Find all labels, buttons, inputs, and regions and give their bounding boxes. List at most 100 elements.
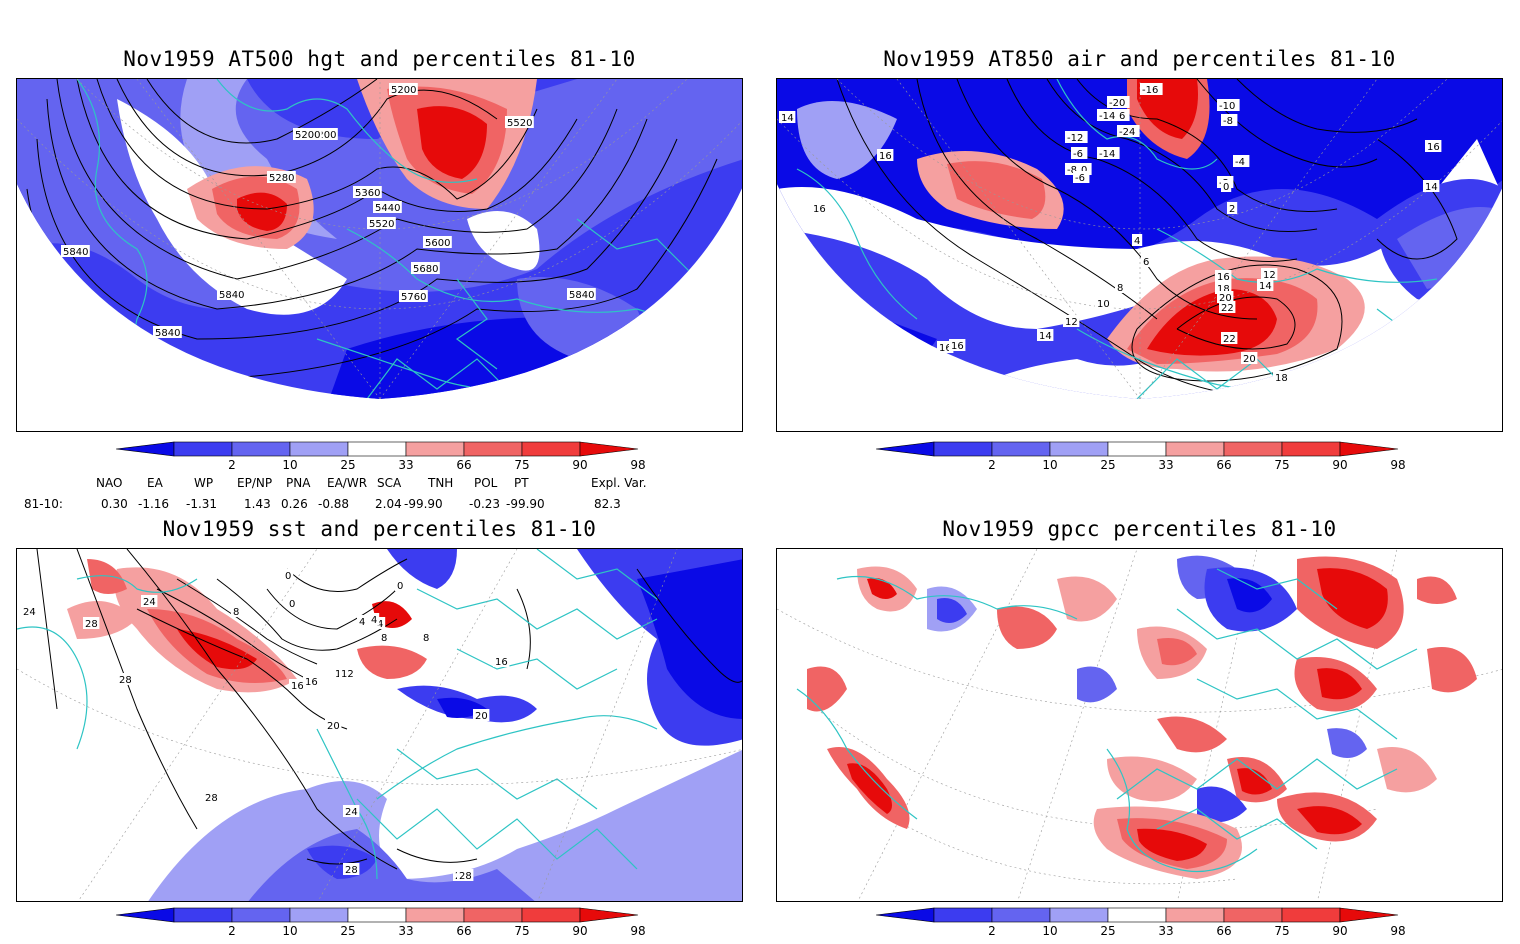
colorbar-swatch bbox=[1049, 907, 1109, 923]
contour-label-bg bbox=[457, 869, 474, 881]
contour-label: 22 bbox=[1221, 303, 1234, 314]
contour-label-bg bbox=[1221, 332, 1238, 344]
contour-label-bg bbox=[117, 673, 134, 685]
colorbar-swatch bbox=[463, 441, 523, 457]
contour-label-bg bbox=[1107, 96, 1130, 108]
contour-label: 5200 bbox=[311, 130, 336, 141]
index-value: 82.3 bbox=[594, 497, 621, 511]
contour-label-bg bbox=[1227, 202, 1238, 214]
contour-label: 20 bbox=[327, 721, 340, 732]
hgt-map-panel: 5200 5200 5520 5200 5280 5360 5440 5520 5600 5680… bbox=[16, 78, 743, 432]
contour-label: 10 bbox=[1097, 299, 1110, 310]
contour-label: 4 bbox=[371, 615, 377, 626]
contour-label-bg bbox=[567, 288, 596, 300]
colorbar-swatch bbox=[405, 907, 465, 923]
index-value: -99.90 bbox=[506, 497, 545, 511]
contour-label: 20 bbox=[475, 711, 488, 722]
contour-label-bg bbox=[343, 805, 360, 817]
contour-label: 20 bbox=[1243, 354, 1256, 365]
sst-panel-title: Nov1959 sst and percentiles 81-10 bbox=[162, 517, 597, 541]
colorbar-tick-label: 2 bbox=[228, 924, 236, 938]
contour-label-bg bbox=[61, 245, 90, 257]
index-header: WP bbox=[194, 476, 214, 490]
contour-label-bg bbox=[1117, 125, 1140, 137]
contour-label-bg bbox=[287, 597, 298, 609]
colorbar-swatch bbox=[521, 441, 581, 457]
contour-label-bg bbox=[373, 201, 402, 213]
colorbar-tick-label: 66 bbox=[1216, 924, 1231, 938]
contour-label-bg bbox=[1097, 147, 1120, 159]
contour-label: 5760 bbox=[401, 292, 426, 303]
contour-label-bg bbox=[811, 202, 828, 214]
colorbar-swatch bbox=[1281, 441, 1341, 457]
contour-label: 16 bbox=[879, 151, 892, 162]
contour-label: 16 bbox=[939, 343, 952, 354]
contour-label: 8 bbox=[1117, 283, 1123, 294]
colorbar-tick-label: 33 bbox=[1158, 458, 1173, 472]
contour-label-bg bbox=[343, 863, 360, 875]
contour-label: 14 bbox=[1425, 182, 1438, 193]
index-header: SCA bbox=[377, 476, 402, 490]
contour-label: -8 bbox=[1067, 165, 1077, 176]
colorbar-swatch bbox=[1281, 907, 1341, 923]
contour-label-bg bbox=[293, 128, 322, 140]
contour-label: 16 bbox=[305, 677, 318, 688]
contour-label: 8 bbox=[423, 633, 429, 644]
contour-label: 5840 bbox=[63, 247, 88, 258]
contour-label-bg bbox=[267, 171, 296, 183]
index-header: NAO bbox=[96, 476, 123, 490]
contour-label-bg bbox=[473, 709, 490, 721]
contour-label: 22 bbox=[1223, 334, 1236, 345]
contour-label-bg bbox=[1073, 171, 1090, 183]
colorbar-tick-label: 66 bbox=[456, 924, 471, 938]
contour-label: 28 bbox=[85, 619, 98, 630]
contour-label: 20 bbox=[1219, 293, 1232, 304]
contour-label: 18 bbox=[1275, 373, 1288, 384]
contour-label-bg bbox=[1071, 147, 1088, 159]
colorbar-tick-label: 25 bbox=[1100, 458, 1115, 472]
air-panel-title: Nov1959 AT850 air and percentiles 81-10 bbox=[883, 47, 1396, 71]
air-colorbar: 2 10 25 33 66 75 90 98 bbox=[875, 440, 1406, 474]
contour-label: 4 bbox=[377, 619, 383, 630]
contour-label-bg bbox=[83, 617, 100, 629]
colorbar-swatch bbox=[1165, 907, 1225, 923]
contour-label: 5200 bbox=[391, 85, 416, 96]
contour-label-bg bbox=[1037, 329, 1054, 341]
contour-label: 5840 bbox=[219, 290, 244, 301]
contour-label-bg bbox=[1097, 109, 1120, 121]
colorbar-tick-label: 75 bbox=[1274, 924, 1289, 938]
colorbar-tick-label: 75 bbox=[514, 458, 529, 472]
colorbar-swatch bbox=[991, 907, 1051, 923]
contour-label-bg bbox=[203, 791, 220, 803]
contour-label: -12 bbox=[1067, 133, 1083, 144]
index-header: EA/WR bbox=[327, 476, 368, 490]
contour-label-bg bbox=[779, 111, 796, 123]
gpcc-map bbox=[777, 549, 1502, 901]
contour-label-bg bbox=[1425, 140, 1442, 152]
contour-label-bg bbox=[367, 217, 396, 229]
hgt-panel-title: Nov1959 AT500 hgt and percentiles 81-10 bbox=[123, 47, 636, 71]
contour-label: 4 bbox=[359, 617, 365, 628]
colorbar-3: 2 10 25 33 66 75 90 98 bbox=[115, 907, 646, 938]
index-header: EA bbox=[147, 476, 163, 490]
colorbar-swatch bbox=[933, 907, 993, 923]
colorbar-tick-label: 2 bbox=[228, 458, 236, 472]
contour-label-bg bbox=[1217, 291, 1234, 303]
contour-label: 24 bbox=[345, 807, 358, 818]
contour-label: 12 bbox=[1263, 270, 1276, 281]
sst-colorbar: 2 10 25 33 66 75 90 98 bbox=[115, 906, 646, 940]
contour-label-bg bbox=[1221, 114, 1238, 126]
colorbar-swatch bbox=[1223, 441, 1283, 457]
contour-label: 5520 bbox=[507, 118, 532, 129]
contour-label-bg bbox=[1132, 234, 1143, 246]
colorbar-tick-label: 10 bbox=[282, 458, 297, 472]
colorbar-arrow-low bbox=[115, 907, 175, 923]
index-header: PNA bbox=[286, 476, 311, 490]
colorbar-tick-label: 10 bbox=[1042, 924, 1057, 938]
contour-label: 0 bbox=[285, 571, 291, 582]
index-value: 1.43 bbox=[244, 497, 271, 511]
colorbar-tick-label: 33 bbox=[1158, 924, 1173, 938]
contour-label: 16 bbox=[1217, 272, 1230, 283]
colorbar-swatch bbox=[1107, 907, 1167, 923]
index-header: TNH bbox=[428, 476, 454, 490]
